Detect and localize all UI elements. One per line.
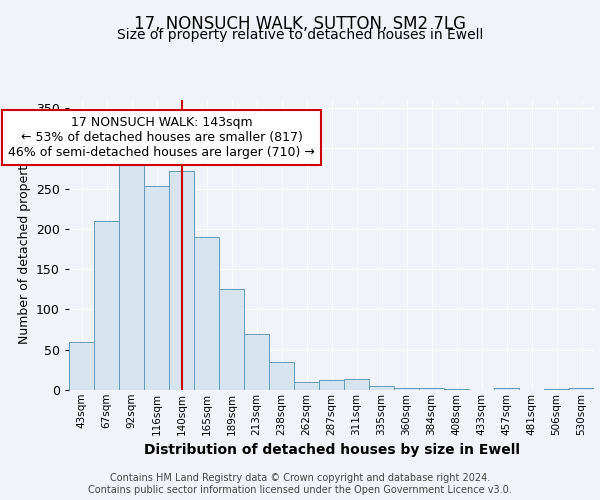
Text: 17, NONSUCH WALK, SUTTON, SM2 7LG: 17, NONSUCH WALK, SUTTON, SM2 7LG — [134, 15, 466, 33]
Bar — [69, 342, 94, 390]
Bar — [544, 389, 569, 390]
Bar — [444, 389, 469, 390]
Bar — [169, 171, 194, 390]
Text: Size of property relative to detached houses in Ewell: Size of property relative to detached ho… — [117, 28, 483, 42]
Text: 17 NONSUCH WALK: 143sqm
← 53% of detached houses are smaller (817)
46% of semi-d: 17 NONSUCH WALK: 143sqm ← 53% of detache… — [8, 116, 315, 159]
Text: Contains HM Land Registry data © Crown copyright and database right 2024.
Contai: Contains HM Land Registry data © Crown c… — [88, 474, 512, 495]
Bar — [269, 362, 294, 390]
Bar — [494, 388, 519, 390]
Bar — [419, 388, 444, 390]
Bar — [244, 334, 269, 390]
Bar — [294, 382, 319, 390]
Bar — [569, 388, 594, 390]
Bar — [219, 290, 244, 390]
Bar — [194, 237, 219, 390]
Bar — [94, 221, 119, 390]
Bar — [369, 386, 394, 390]
X-axis label: Distribution of detached houses by size in Ewell: Distribution of detached houses by size … — [143, 443, 520, 457]
Bar — [319, 380, 344, 390]
Bar — [119, 162, 144, 390]
Bar — [344, 378, 369, 390]
Bar — [394, 388, 419, 390]
Y-axis label: Number of detached properties: Number of detached properties — [17, 146, 31, 344]
Bar — [144, 186, 169, 390]
